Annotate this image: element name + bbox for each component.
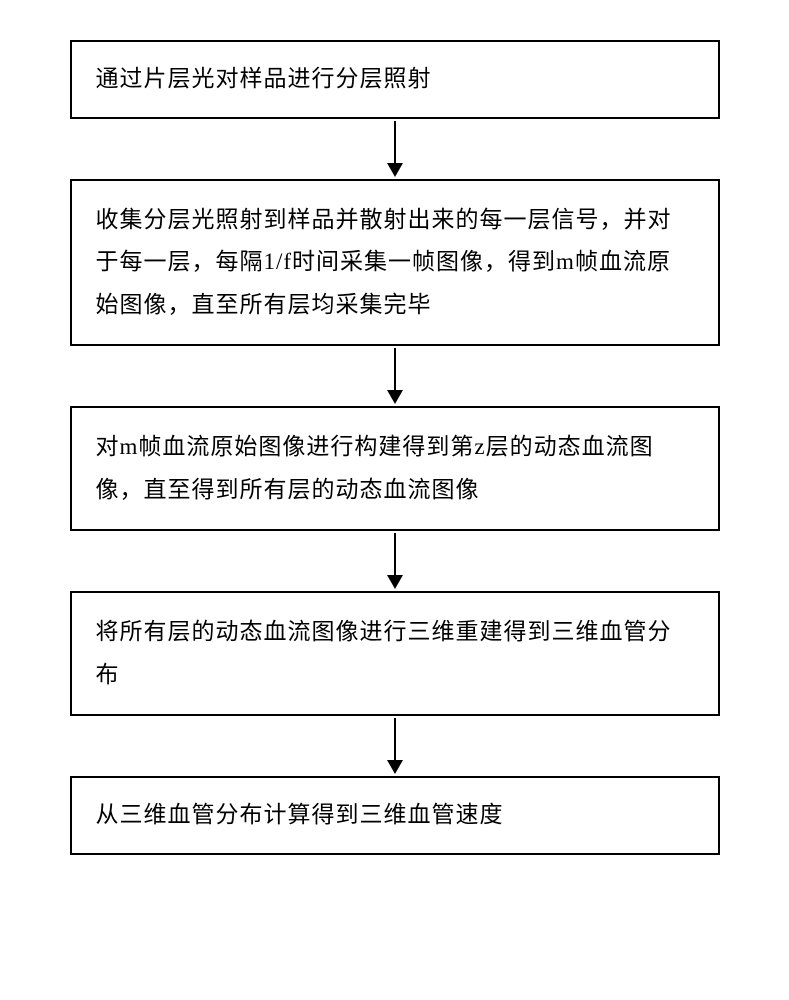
arrow-head-icon <box>387 575 403 589</box>
flowchart-arrow <box>387 119 403 179</box>
flowchart-step-5: 从三维血管分布计算得到三维血管速度 <box>70 776 720 855</box>
flowchart-arrow <box>387 346 403 406</box>
flowchart-container: 通过片层光对样品进行分层照射 收集分层光照射到样品并散射出来的每一层信号，并对于… <box>70 40 720 855</box>
flowchart-step-4: 将所有层的动态血流图像进行三维重建得到三维血管分布 <box>70 591 720 716</box>
step-text: 对m帧血流原始图像进行构建得到第z层的动态血流图像，直至得到所有层的动态血流图像 <box>96 434 654 502</box>
step-text: 通过片层光对样品进行分层照射 <box>96 66 432 91</box>
arrow-head-icon <box>387 163 403 177</box>
arrow-head-icon <box>387 760 403 774</box>
arrow-head-icon <box>387 390 403 404</box>
step-text: 从三维血管分布计算得到三维血管速度 <box>96 802 504 827</box>
arrow-line <box>394 348 396 390</box>
step-text: 收集分层光照射到样品并散射出来的每一层信号，并对于每一层，每隔1/f时间采集一帧… <box>96 207 672 317</box>
arrow-line <box>394 533 396 575</box>
flowchart-step-2: 收集分层光照射到样品并散射出来的每一层信号，并对于每一层，每隔1/f时间采集一帧… <box>70 179 720 347</box>
flowchart-step-3: 对m帧血流原始图像进行构建得到第z层的动态血流图像，直至得到所有层的动态血流图像 <box>70 406 720 531</box>
flowchart-arrow <box>387 531 403 591</box>
arrow-line <box>394 718 396 760</box>
flowchart-step-1: 通过片层光对样品进行分层照射 <box>70 40 720 119</box>
step-text: 将所有层的动态血流图像进行三维重建得到三维血管分布 <box>96 619 672 687</box>
flowchart-arrow <box>387 716 403 776</box>
arrow-line <box>394 121 396 163</box>
